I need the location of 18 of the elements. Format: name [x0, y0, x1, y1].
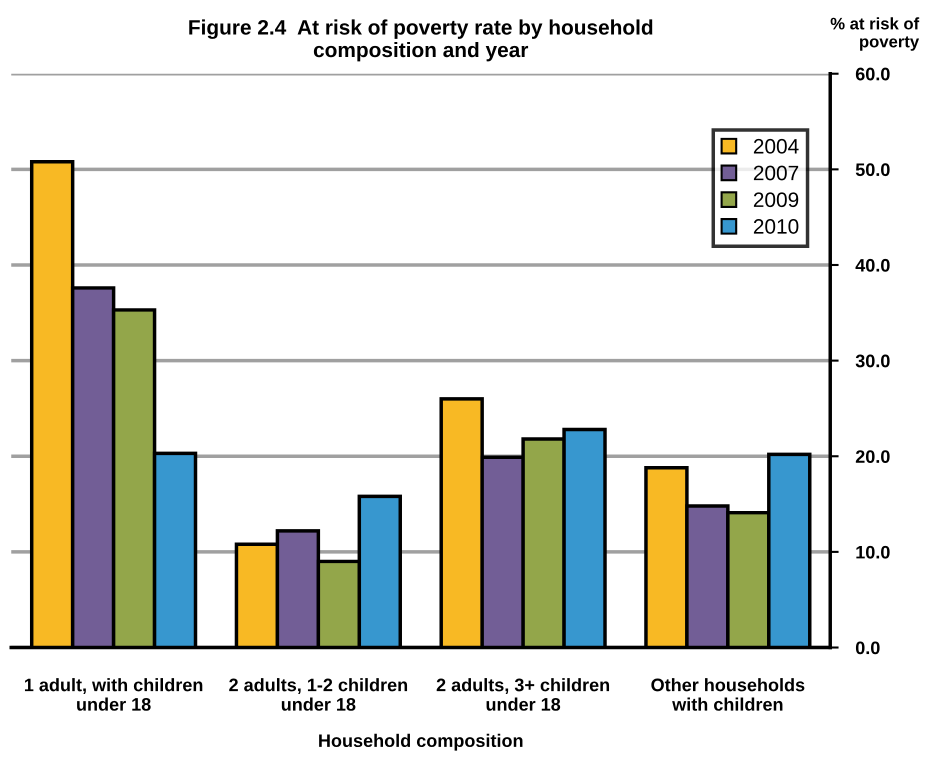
legend-label: 2009 [754, 192, 798, 208]
y-tick-label: 60.0 [856, 68, 890, 80]
x-tick-label: Other households with children [651, 678, 804, 711]
y-tick-label: 50.0 [856, 163, 890, 176]
y-axis-title: % at risk of poverty [830, 17, 920, 51]
y-tick-label: 10.0 [856, 546, 890, 559]
y-tick-label: 30.0 [856, 354, 890, 368]
legend-label: 2004 [754, 138, 799, 154]
legend-label: 2007 [754, 166, 798, 180]
x-tick-label: 2 adults, 3+ children under 18 [436, 678, 610, 711]
y-tick-label: 20.0 [856, 450, 890, 463]
legend-label: 2010 [754, 219, 798, 234]
x-tick-label: 1 adult, with children under 18 [24, 678, 202, 711]
chart-title: Figure 2.4 At risk of poverty rate by household composition and year [189, 19, 652, 62]
x-tick-label: 2 adults, 1-2 children under 18 [229, 678, 408, 711]
y-tick-label: 0.0 [856, 641, 880, 654]
y-tick-label: 40.0 [856, 258, 890, 272]
x-axis-title: Household composition [319, 734, 522, 751]
